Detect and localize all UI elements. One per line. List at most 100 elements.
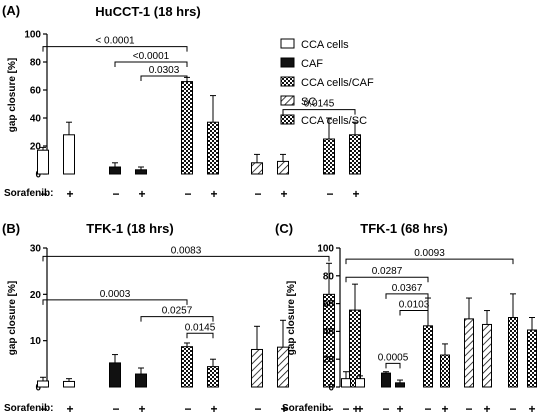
- legend-swatch-caf: [280, 57, 295, 68]
- panel-b-sorafenib-sign-1: −: [40, 402, 47, 416]
- legend-item-cca-cells-sc: CCA cells/SC: [280, 114, 367, 127]
- panel-a-bar-5: [181, 81, 193, 175]
- panel-a-sorafenib-sign-7: −: [254, 187, 261, 201]
- panel-a-title: HuCCT-1 (18 hrs): [95, 4, 200, 19]
- panel-c-sorafenib-sign-4: +: [396, 402, 403, 416]
- panel-c-bar-6: [440, 354, 450, 388]
- panel-a-y-tick-label: 60: [30, 86, 42, 97]
- legend-label-caf: CAF: [301, 58, 323, 70]
- panel-a-sorafenib-sign-5: −: [184, 187, 191, 201]
- panel-b-bar-1: [37, 380, 49, 388]
- panel-a-y-tick-label: 20: [30, 142, 42, 153]
- panel-c-y-tick-label: 20: [323, 355, 335, 366]
- panel-b-comparison-label-1: 0.0083: [171, 245, 202, 256]
- legend-label-cca-cells-sc: CCA cells/SC: [301, 115, 367, 127]
- panel-c-sorafenib-sign-8: +: [483, 402, 490, 416]
- legend-item-cca-cells-caf: CCA cells/CAF: [280, 76, 374, 89]
- panel-b-sorafenib-sign-2: +: [66, 402, 73, 416]
- panel-b-comparison-bracket-3: [140, 316, 214, 322]
- panel-c-y-tick-label: 60: [323, 299, 335, 310]
- legend: CCA cells CAF CCA cells/CAF SC CCA cells…: [280, 38, 374, 127]
- panel-c-y-tick-label: 80: [323, 271, 335, 282]
- panel-c-comparison-bracket-1: [345, 258, 514, 265]
- panel-b-y-tick-label: 0: [35, 383, 41, 394]
- panel-c-bar-10: [527, 329, 537, 388]
- panel-c-sorafenib-sign-6: +: [441, 402, 448, 416]
- legend-label-sc: SC: [301, 96, 316, 108]
- panel-a-comparison-bracket-3: [140, 75, 188, 81]
- panel-a-y-tick-label: 0: [35, 170, 41, 181]
- panel-b-y-axis-title: gap closure [%]: [7, 281, 18, 355]
- panel-b-title: TFK-1 (18 hrs): [86, 221, 173, 236]
- panel-a-comparison-label-3: 0.0303: [149, 65, 180, 76]
- panel-a-sorafenib-sign-8: +: [280, 187, 287, 201]
- panel-a-bar-2: [63, 134, 75, 175]
- panel-b-letter: (B): [2, 221, 20, 236]
- panel-c-bar-4: [395, 382, 405, 388]
- panel-b-sorafenib-label: Sorafenib:: [4, 403, 53, 414]
- panel-b-comparison-label-4: 0.0145: [185, 322, 216, 333]
- panel-a-y-tick-label: 100: [24, 30, 41, 41]
- panel-c-bar-3: [381, 372, 391, 388]
- panel-a-sorafenib-sign-9: −: [326, 187, 333, 201]
- legend-item-sc: SC: [280, 95, 316, 108]
- panel-c-comparison-label-2: 0.0287: [372, 266, 403, 277]
- panel-c-sorafenib-sign-9: −: [509, 402, 516, 416]
- panel-a-bar-8: [277, 160, 289, 175]
- panel-c-bar-8: [482, 323, 492, 388]
- panel-a-letter: (A): [2, 3, 20, 18]
- panel-a-bar-4: [135, 169, 147, 175]
- panel-b-sorafenib-sign-5: −: [184, 402, 191, 416]
- panel-c-bar-2: [355, 378, 365, 388]
- panel-c-title: TFK-1 (68 hrs): [360, 221, 447, 236]
- panel-a-y-axis-title: gap closure [%]: [7, 58, 18, 132]
- panel-b-sorafenib-sign-9: −: [326, 402, 333, 416]
- panel-b-sorafenib-sign-3: −: [112, 402, 119, 416]
- panel-b-bar-4: [135, 373, 147, 388]
- panel-c-y-tick-label: 40: [323, 327, 335, 338]
- legend-item-cca-cells: CCA cells: [280, 38, 349, 51]
- panel-a-y-tick-label: 80: [30, 58, 42, 69]
- panel-a-bar-10: [349, 134, 361, 175]
- panel-b-sorafenib-sign-6: +: [210, 402, 217, 416]
- panel-a-sorafenib-sign-2: +: [66, 187, 73, 201]
- panel-b-comparison-label-3: 0.0257: [162, 306, 193, 317]
- panel-a-sorafenib-sign-1: −: [40, 187, 47, 201]
- panel-b-y-tick-label: 30: [30, 244, 42, 255]
- panel-c-sorafenib-sign-1: −: [342, 402, 349, 416]
- panel-a-bar-9: [323, 138, 335, 175]
- panel-c-sorafenib-sign-2: +: [356, 402, 363, 416]
- panel-b-comparison-bracket-2: [42, 299, 188, 305]
- panel-b-sorafenib-sign-4: +: [138, 402, 145, 416]
- panel-c-sorafenib-sign-3: −: [382, 402, 389, 416]
- panel-c-bar-1: [341, 378, 351, 388]
- panel-a-comparison-bracket-1: [42, 46, 188, 52]
- panel-c-sorafenib-sign-10: +: [528, 402, 535, 416]
- panel-a-bar-1: [37, 149, 49, 175]
- panel-c-y-tick-label: 0: [328, 383, 334, 394]
- panel-a-sorafenib-sign-3: −: [112, 187, 119, 201]
- panel-a-sorafenib-sign-4: +: [138, 187, 145, 201]
- panel-a-comparison-bracket-2: [114, 61, 188, 67]
- legend-swatch-cca-cells-caf: [280, 76, 295, 87]
- panel-c-bar-9: [508, 317, 518, 388]
- legend-label-cca-cells: CCA cells: [301, 39, 349, 51]
- panel-b-comparison-label-2: 0.0003: [100, 289, 131, 300]
- panel-a-comparison-label-1: < 0.0001: [95, 36, 135, 47]
- panel-c: (C) TFK-1 (68 hrs) gap closure [%] Soraf…: [275, 221, 537, 416]
- panel-c-y-tick-label: 100: [317, 244, 334, 255]
- panel-b-y-tick-label: 10: [30, 336, 42, 347]
- panel-c-bar-5: [423, 325, 433, 388]
- panel-a-comparison-label-2: <0.0001: [133, 51, 170, 62]
- panel-b-bar-5: [181, 346, 193, 388]
- panel-c-comparison-bracket-3: [385, 293, 429, 299]
- panel-b-comparison-bracket-1: [42, 255, 330, 262]
- panel-a-sorafenib-sign-10: +: [352, 187, 359, 201]
- panel-a-comparison-label-4: 0.0145: [304, 99, 335, 110]
- panel-a-bar-6: [207, 121, 219, 175]
- panel-a-bar-3: [109, 166, 121, 175]
- panel-c-comparison-label-3: 0.0367: [392, 283, 423, 294]
- panel-c-comparison-bracket-5: [385, 362, 401, 369]
- panel-c-bar-7: [464, 318, 474, 388]
